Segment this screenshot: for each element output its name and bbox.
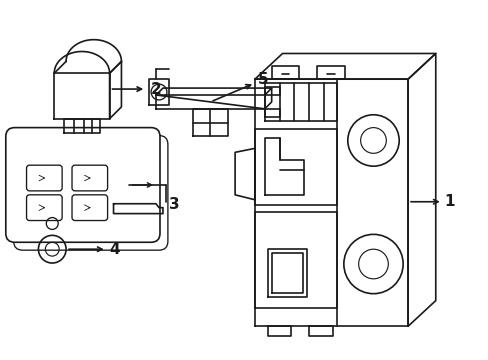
Text: 1: 1 <box>444 194 454 209</box>
FancyBboxPatch shape <box>6 127 160 242</box>
FancyBboxPatch shape <box>72 195 107 221</box>
FancyBboxPatch shape <box>26 195 62 221</box>
Text: 5: 5 <box>257 72 268 87</box>
FancyBboxPatch shape <box>26 165 62 191</box>
Text: 4: 4 <box>109 242 120 257</box>
FancyBboxPatch shape <box>72 165 107 191</box>
Text: 2: 2 <box>151 82 162 96</box>
Text: 3: 3 <box>168 197 179 212</box>
